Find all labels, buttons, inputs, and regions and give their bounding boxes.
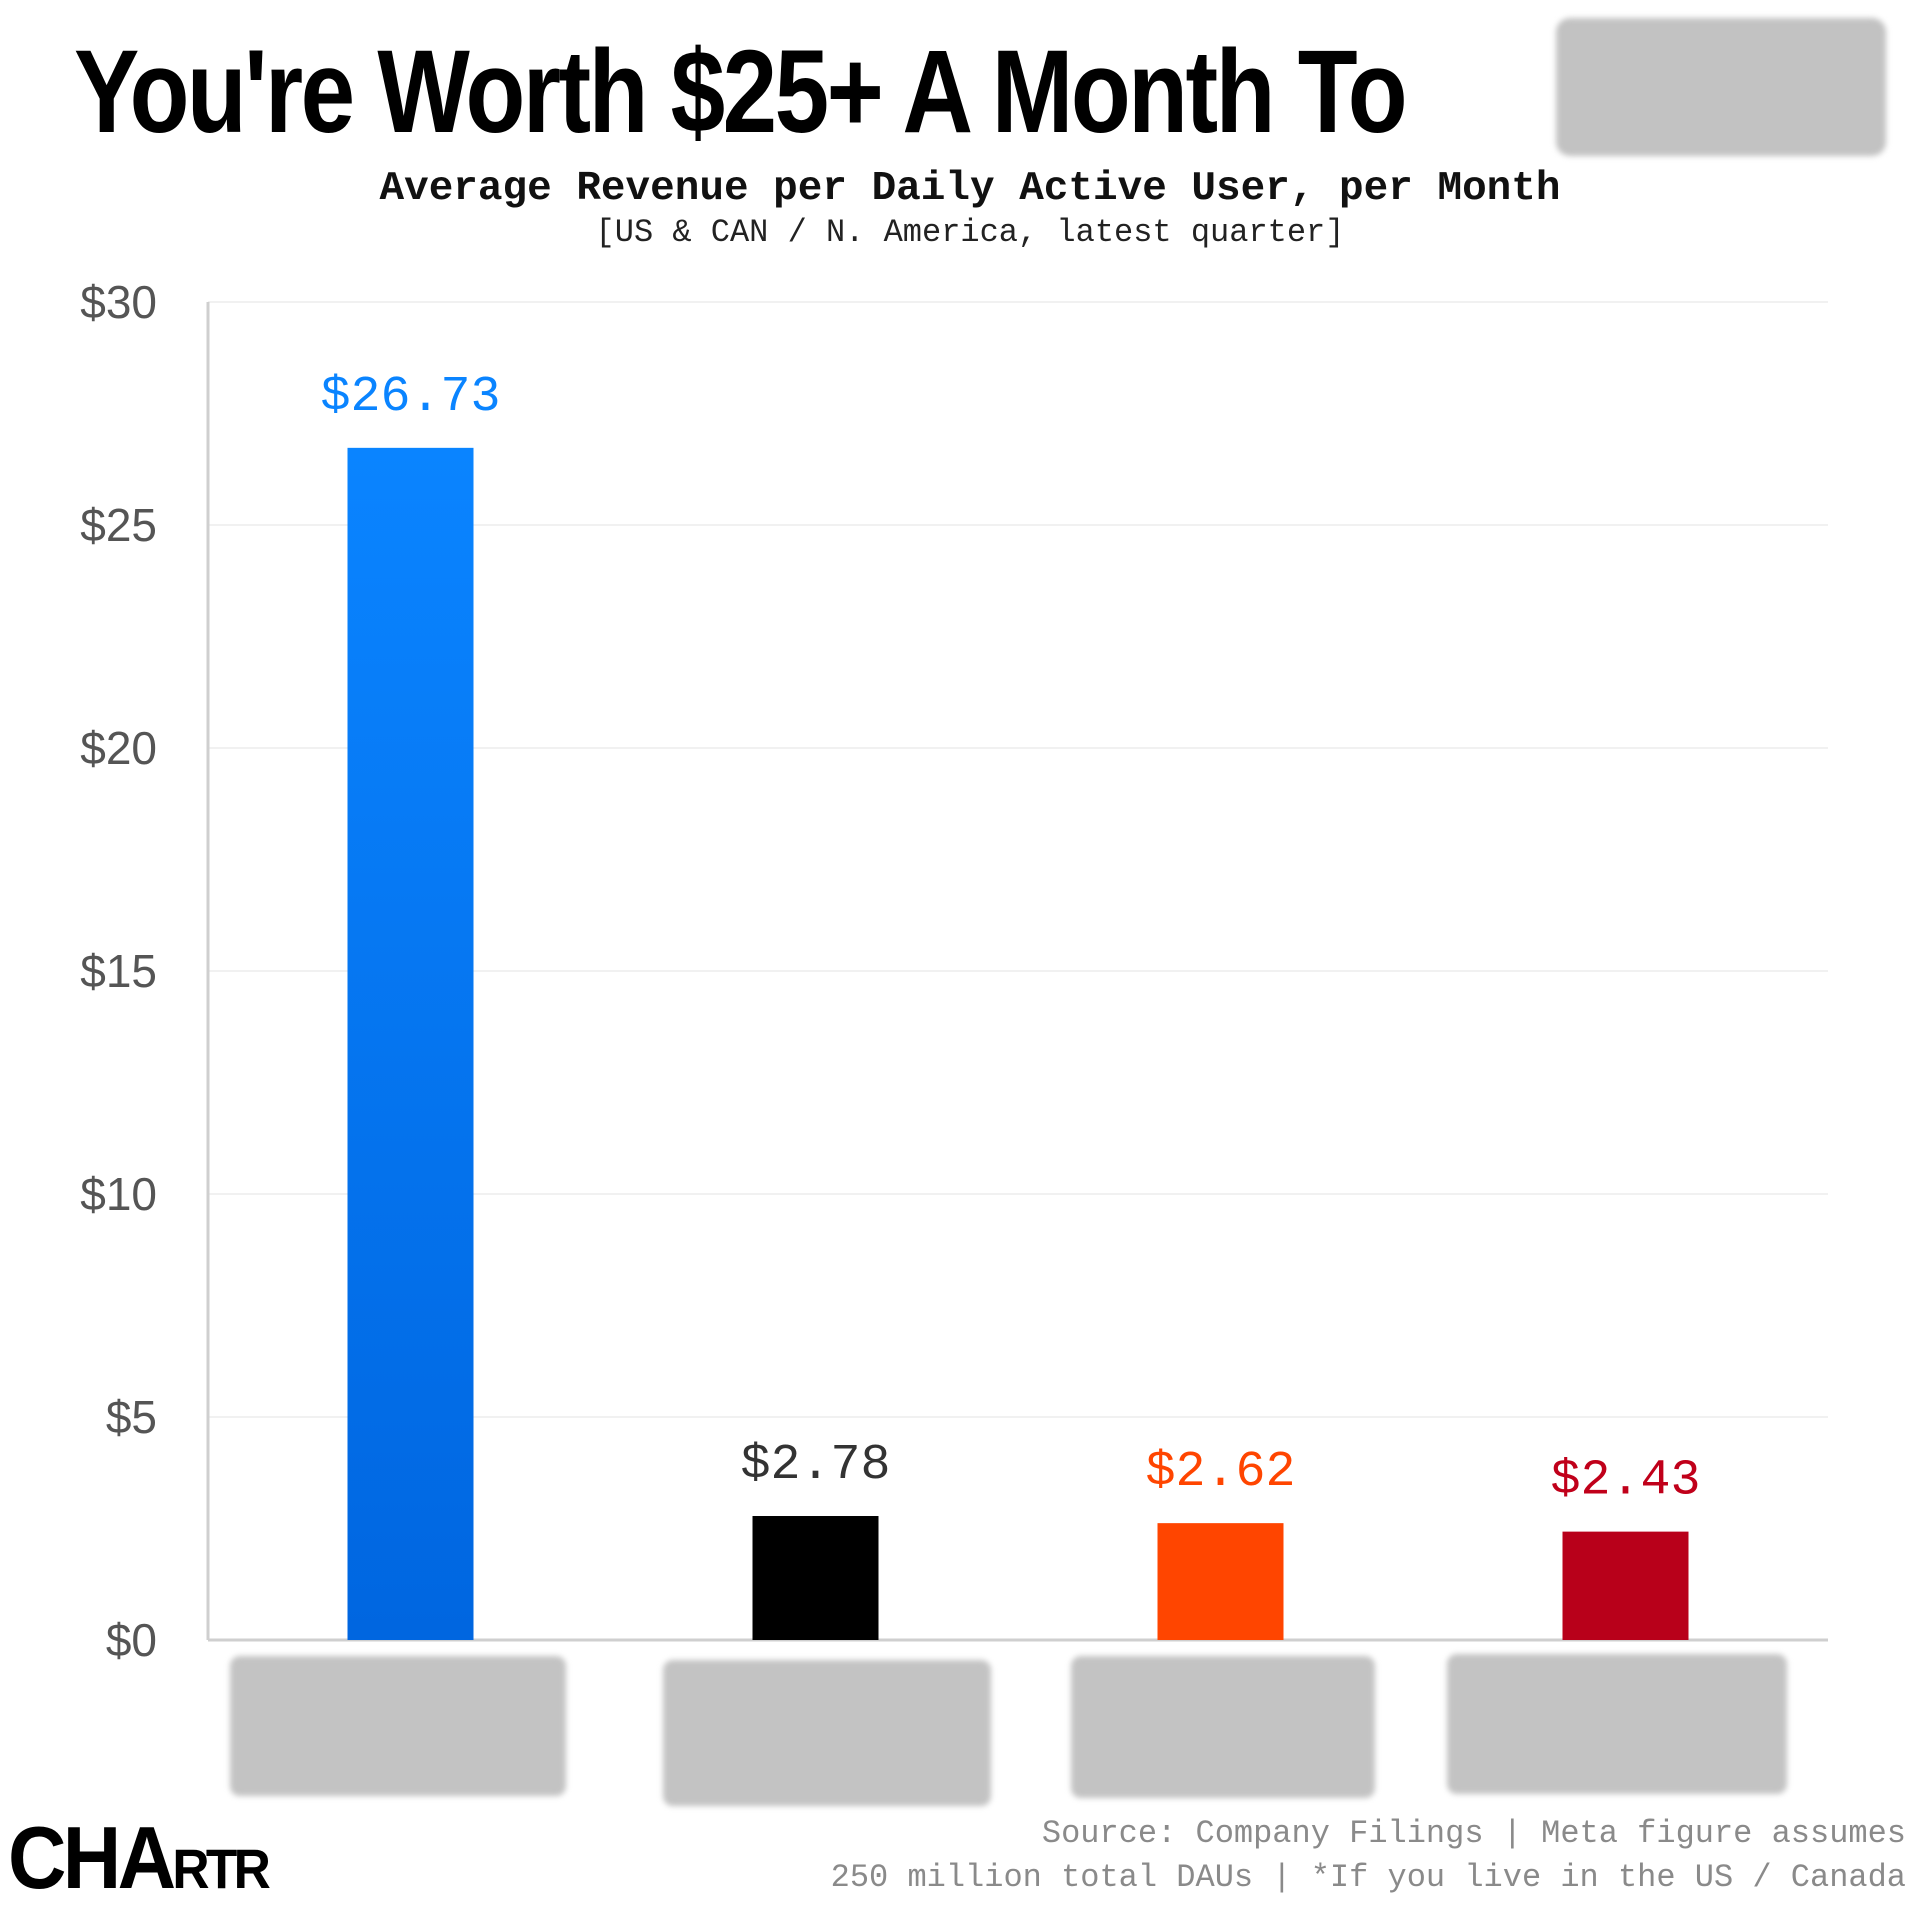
chart-subtitle-note: [US & CAN / N. America, latest quarter] [595, 216, 1345, 250]
bar [1562, 1531, 1689, 1640]
chart-subtitle: Average Revenue per Daily Active User, p… [379, 166, 1561, 212]
chartr-logo: CHARTR [8, 1814, 271, 1902]
y-tick-label: $5 [106, 1391, 157, 1443]
headline-text: You're Worth $25+ A Month To [74, 26, 1408, 158]
bar-value-label: $26.73 [320, 369, 500, 426]
y-tick-label: $0 [106, 1614, 157, 1666]
logo-big-letters: CHA [8, 1808, 176, 1907]
bar [347, 447, 474, 1640]
category-label-redaction [663, 1660, 991, 1806]
source-line-2: 250 million total DAUs | *If you live in… [830, 1859, 1906, 1896]
bar-value-label: $2.62 [1145, 1444, 1295, 1501]
logo-small-letters: RTR [172, 1837, 271, 1900]
bar [1157, 1523, 1284, 1640]
y-tick-label: $30 [80, 276, 157, 328]
headline: You're Worth $25+ A Month To [74, 22, 1678, 162]
source-line-1: Source: Company Filings | Meta figure as… [1041, 1815, 1906, 1852]
y-tick-label: $20 [80, 722, 157, 774]
source-note: Source: Company Filings | Meta figure as… [831, 1812, 1906, 1900]
category-label-redaction [1447, 1654, 1787, 1794]
bar-value-label: $2.78 [740, 1437, 890, 1494]
headline-redaction [1556, 18, 1886, 156]
y-tick-label: $15 [80, 945, 157, 997]
category-label-redaction [230, 1656, 566, 1796]
bar-value-label: $2.43 [1550, 1453, 1700, 1510]
category-label-redaction [1071, 1656, 1375, 1798]
bar [752, 1516, 879, 1640]
y-tick-label: $25 [80, 499, 157, 551]
y-tick-label: $10 [80, 1168, 157, 1220]
